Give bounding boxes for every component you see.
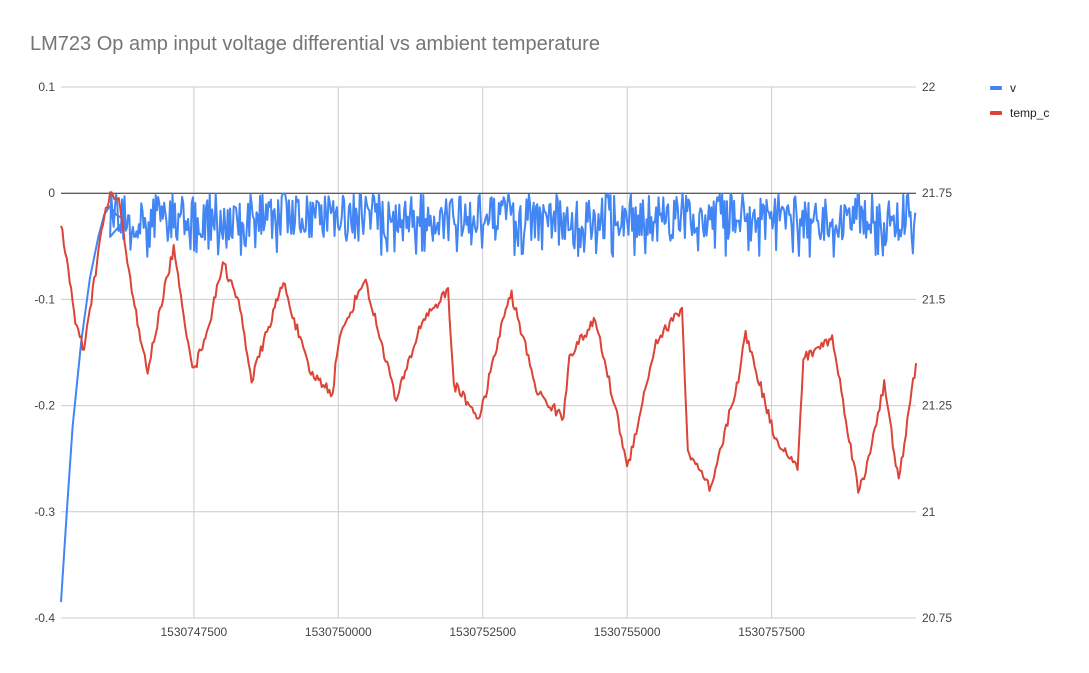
legend: v temp_c [990, 81, 1049, 120]
series-line-v [60, 192, 917, 603]
series-line-temp-c [60, 191, 917, 494]
y-tick-label-left: 0 [48, 186, 55, 200]
legend-swatch [990, 86, 1002, 90]
y-tick-label-left: 0.1 [38, 80, 55, 94]
y-tick-label-left: -0.1 [34, 292, 55, 306]
y-tick-label-right: 21.5 [922, 292, 946, 306]
y-tick-label-left: -0.4 [34, 611, 55, 625]
gridlines [61, 86, 916, 619]
y-tick-label-right: 21 [922, 505, 936, 519]
y-tick-label-right: 22 [922, 80, 936, 94]
legend-label: v [1010, 81, 1016, 95]
x-tick-label: 1530757500 [738, 625, 805, 639]
x-tick-label: 1530747500 [160, 625, 227, 639]
legend-swatch [990, 111, 1002, 115]
y-tick-label-right: 21.75 [922, 186, 952, 200]
x-tick-label: 1530755000 [594, 625, 661, 639]
legend-label: temp_c [1010, 106, 1049, 120]
y-tick-label-right: 20.75 [922, 611, 952, 625]
x-tick-label: 1530752500 [449, 625, 516, 639]
y-tick-label-left: -0.3 [34, 505, 55, 519]
series-lines [60, 191, 917, 603]
y-tick-label-left: -0.2 [34, 399, 55, 413]
y-tick-label-right: 21.25 [922, 399, 952, 413]
x-tick-label: 1530750000 [305, 625, 372, 639]
chart-title: LM723 Op amp input voltage differential … [30, 33, 600, 55]
axis-labels: 0.1 22 0 21.75 -0.1 21.5 -0.2 21.25 -0.3 21 -0.4 20… [34, 80, 952, 639]
